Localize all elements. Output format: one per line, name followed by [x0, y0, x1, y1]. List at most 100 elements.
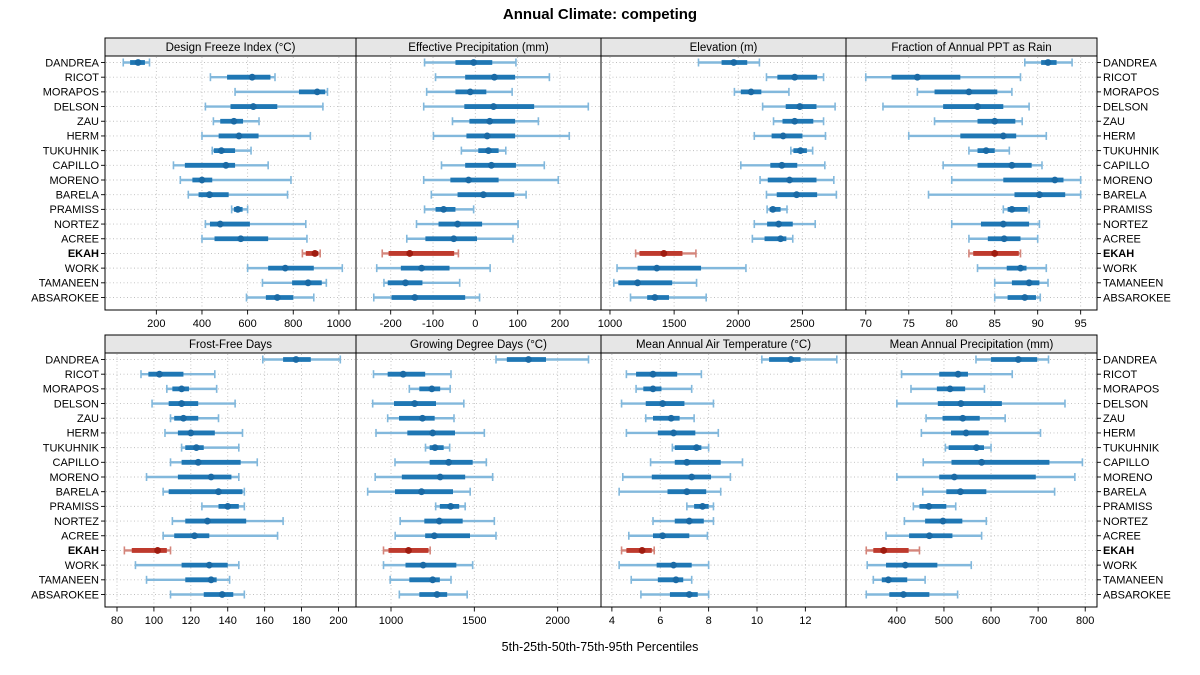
median-dot — [959, 414, 967, 422]
percentile-bar — [382, 561, 474, 570]
panel: Mean Annual Precipitation (mm) 400 500 600 7… — [845, 334, 1171, 627]
median-dot — [292, 356, 300, 363]
panel-background — [104, 352, 357, 608]
median-dot — [685, 517, 693, 525]
median-dot — [884, 576, 892, 584]
site-label: ACREE — [1103, 531, 1141, 543]
median-dot — [235, 132, 243, 140]
percentile-bar — [652, 517, 715, 526]
median-dot — [649, 385, 657, 393]
median-dot — [191, 532, 198, 540]
median-dot — [699, 502, 706, 510]
site-label: RICOT — [65, 72, 100, 84]
median-dot — [230, 117, 238, 125]
site-label: ABSAROKEE — [1103, 292, 1171, 304]
percentile-bar — [151, 399, 236, 408]
percentile-bar — [180, 443, 240, 452]
site-label: MORENO — [1103, 175, 1153, 187]
site-label: DANDREA — [45, 57, 99, 69]
median-dot — [999, 220, 1007, 228]
percentile-bar — [422, 176, 560, 184]
panel-strip-title: Fraction of Annual PPT as Rain — [891, 42, 1051, 54]
percentile-bar — [164, 428, 244, 437]
site-label: DELSON — [1103, 398, 1148, 410]
median-dot — [659, 532, 667, 540]
median-dot — [946, 385, 954, 393]
site-label: HERM — [1103, 428, 1135, 440]
percentile-bar — [261, 278, 328, 287]
percentile-bar — [916, 87, 1013, 96]
x-tick-label: 2000 — [726, 318, 750, 330]
median-dot — [965, 88, 973, 96]
percentile-bar — [618, 561, 710, 570]
percentile-bar — [212, 117, 260, 126]
site-label: RICOT — [65, 369, 100, 381]
percentile-bar — [451, 117, 540, 126]
median-dot — [991, 117, 999, 125]
median-dot — [957, 488, 964, 496]
median-dot — [187, 429, 195, 437]
x-tick-label: 1000 — [327, 318, 351, 330]
median-dot — [791, 73, 799, 81]
median-dot — [419, 414, 426, 422]
site-label: TUKUHNIK — [43, 145, 100, 157]
percentile-bar — [123, 546, 172, 555]
percentile-bar — [993, 278, 1049, 287]
x-tick-label: 400 — [888, 615, 906, 627]
panel-background — [600, 55, 847, 311]
site-label: TUKUHNIK — [1103, 442, 1160, 454]
site-label: WORK — [65, 560, 100, 572]
panel: Fraction of Annual PPT as Rain 70 75 80 85 90… — [845, 37, 1171, 330]
panel-background — [355, 352, 602, 608]
site-label: TAMANEEN — [1103, 575, 1163, 587]
site-label: BARELA — [1103, 486, 1147, 498]
percentile-bar — [865, 546, 921, 555]
percentile-bar — [634, 249, 697, 258]
site-label: PRAMISS — [49, 204, 99, 216]
percentile-bar — [245, 293, 315, 302]
percentile-bar — [169, 590, 246, 599]
percentile-bar — [865, 590, 959, 599]
x-tick-label: 80 — [946, 318, 958, 330]
percentile-bar — [671, 443, 710, 452]
median-dot — [224, 502, 232, 510]
median-dot — [1044, 59, 1052, 66]
median-dot — [651, 294, 659, 301]
x-tick-label: 100 — [508, 318, 526, 330]
median-dot — [490, 73, 498, 81]
site-label: ZAU — [1103, 116, 1125, 128]
percentile-bar — [211, 146, 252, 155]
median-dot — [778, 161, 786, 169]
percentile-bar — [629, 293, 707, 302]
x-tick-label: 4 — [609, 615, 615, 627]
percentile-bar — [234, 87, 329, 96]
percentile-bar — [140, 370, 216, 379]
percentile-bar — [179, 176, 292, 184]
median-dot — [304, 279, 312, 287]
percentile-bar — [415, 220, 519, 229]
site-label: NORTEZ — [1103, 219, 1148, 231]
percentile-bar — [495, 355, 590, 364]
site-label: PRAMISS — [1103, 204, 1153, 216]
percentile-bar — [920, 428, 1042, 437]
percentile-bar — [910, 384, 986, 393]
percentile-bar — [686, 502, 715, 511]
site-label: CAPILLO — [53, 160, 100, 172]
x-tick-label: 600 — [238, 318, 256, 330]
x-tick-label: 70 — [860, 318, 872, 330]
site-label: ABSAROKEE — [31, 589, 99, 601]
site-label: TUKUHNIK — [43, 442, 100, 454]
percentile-bar — [171, 517, 284, 526]
median-dot — [485, 147, 492, 155]
x-tick-label: 6 — [657, 615, 663, 627]
panel-strip — [845, 334, 1098, 354]
median-dot — [470, 59, 478, 66]
site-label: ZAU — [77, 116, 99, 128]
x-tick-label: 2000 — [545, 615, 569, 627]
site-label: HERM — [67, 428, 99, 440]
x-tick-label: 75 — [903, 318, 915, 330]
percentile-bar — [975, 355, 1050, 364]
median-dot — [786, 176, 793, 184]
median-dot — [445, 458, 453, 466]
